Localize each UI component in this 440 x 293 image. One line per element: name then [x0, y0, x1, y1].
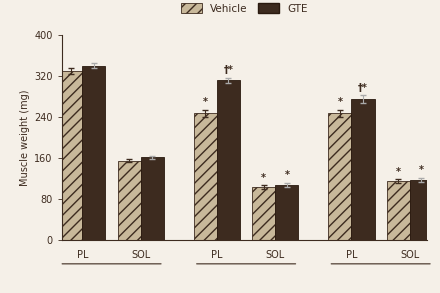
Bar: [118, 161, 141, 240]
Text: *: *: [284, 170, 290, 180]
Bar: [410, 180, 433, 240]
Bar: [252, 188, 275, 240]
Legend: Vehicle, GTE: Vehicle, GTE: [181, 4, 308, 14]
Bar: [194, 113, 217, 240]
Text: *: *: [337, 97, 342, 107]
Bar: [82, 66, 106, 240]
Text: *: *: [261, 173, 266, 183]
Text: *: *: [419, 165, 424, 175]
Text: *: *: [203, 97, 208, 107]
Text: †*: †*: [358, 83, 368, 93]
Bar: [217, 80, 240, 240]
Text: *: *: [396, 167, 401, 177]
Y-axis label: Muscle weight (mg): Muscle weight (mg): [20, 89, 30, 186]
Bar: [59, 71, 82, 240]
Text: †*: †*: [224, 65, 233, 75]
Bar: [387, 181, 410, 240]
Bar: [275, 185, 298, 240]
Bar: [352, 99, 374, 240]
Bar: [141, 157, 164, 240]
Bar: [328, 113, 352, 240]
